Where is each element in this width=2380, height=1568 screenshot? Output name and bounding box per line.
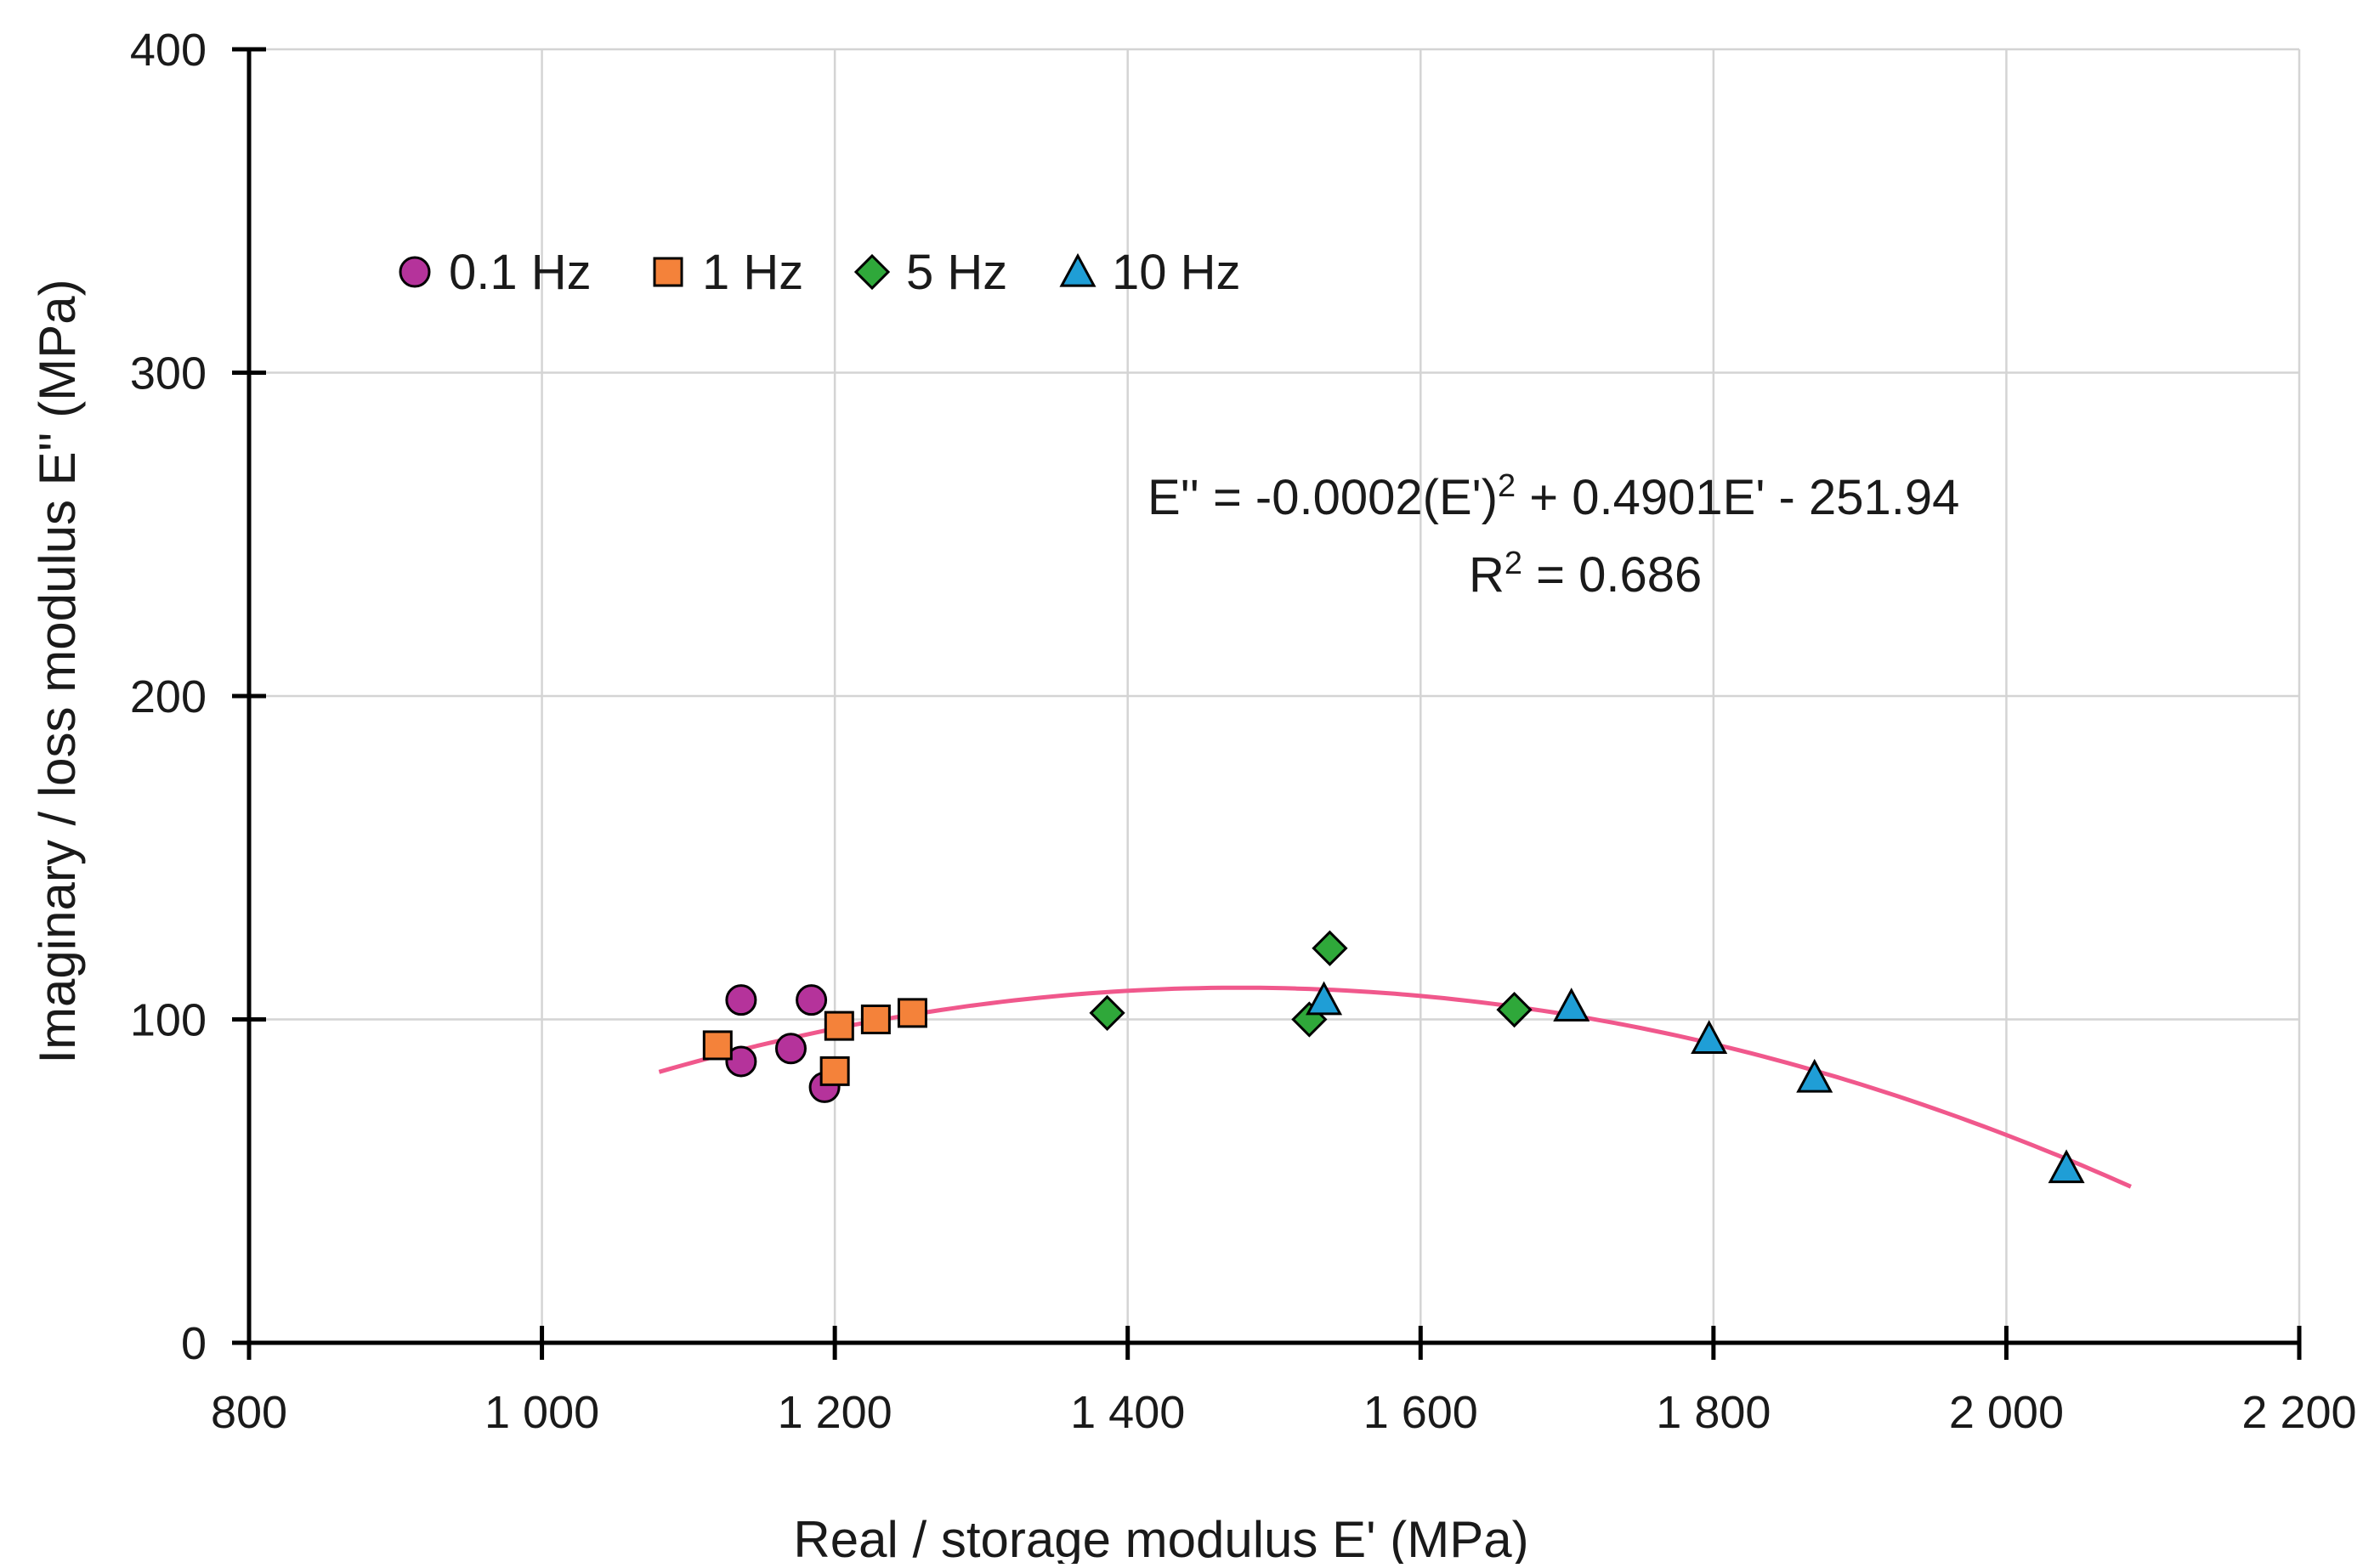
data-point-diamond [1496, 991, 1533, 1028]
data-point-diamond [1312, 930, 1348, 966]
x-tick-label: 1 200 [778, 1387, 892, 1438]
equation-suffix: + 0.4901E' - 251.94 [1516, 470, 1959, 525]
data-point-square [824, 1010, 854, 1041]
equation-exponent: 2 [1498, 468, 1516, 504]
x-tick-label: 1 000 [484, 1387, 599, 1438]
data-point-triangle [1306, 981, 1343, 1016]
y-tick-label: 0 [181, 1318, 207, 1369]
legend-marker-diamond [853, 253, 891, 291]
x-tick-label: 2 000 [1949, 1387, 2064, 1438]
legend: 0.1 Hz 1 Hz 5 Hz 10 Hz [399, 245, 1241, 300]
y-tick-label: 200 [130, 671, 207, 722]
r-squared-label: R2 = 0.686 [1469, 546, 1702, 603]
data-point-diamond [1089, 994, 1125, 1032]
legend-marker-triangle [1059, 252, 1096, 287]
y-tick-label: 300 [130, 348, 207, 399]
data-point-square [819, 1056, 850, 1086]
legend-item: 1 Hz [653, 245, 803, 300]
legend-label: 1 Hz [702, 245, 803, 300]
data-point-square [897, 998, 927, 1028]
trendline-equation: E'' = -0.0002(E')2 + 0.4901E' - 251.94 [1148, 468, 1959, 525]
data-point-circle [725, 1045, 757, 1078]
data-point-circle [725, 984, 757, 1016]
legend-item: 0.1 Hz [399, 245, 592, 300]
legend-item: 5 Hz [853, 245, 1007, 300]
x-tick-label: 1 800 [1656, 1387, 1771, 1438]
legend-label: 10 Hz [1112, 245, 1241, 300]
axes [232, 47, 2302, 1360]
data-point-circle [774, 1033, 807, 1065]
data-markers [702, 930, 2085, 1184]
y-axis-title: Imaginary / loss modulus E'' (MPa) [29, 279, 86, 1063]
data-point-triangle [1796, 1058, 1833, 1093]
r2-suffix: = 0.686 [1522, 547, 1702, 603]
x-tick-label: 800 [211, 1387, 287, 1438]
data-point-square [860, 1005, 891, 1034]
legend-item: 10 Hz [1059, 245, 1241, 300]
equation-prefix: E'' = -0.0002(E') [1148, 470, 1498, 525]
legend-label: 5 Hz [906, 245, 1007, 300]
legend-label: 0.1 Hz [449, 245, 592, 300]
legend-marker-square [653, 257, 683, 287]
data-point-triangle [2048, 1149, 2085, 1184]
data-point-square [702, 1030, 733, 1061]
y-tick-label: 400 [130, 25, 207, 76]
x-tick-label: 1 400 [1070, 1387, 1185, 1438]
data-point-triangle [1691, 1020, 1728, 1054]
x-tick-label: 2 200 [2241, 1387, 2356, 1438]
y-tick-label: 100 [130, 995, 207, 1046]
r2-prefix: R [1469, 547, 1504, 603]
r2-exponent: 2 [1504, 546, 1522, 581]
gridlines [249, 48, 2301, 1343]
x-tick-label: 1 600 [1363, 1387, 1478, 1438]
tick-labels: 800 1 000 1 200 1 400 1 600 1 800 2 000 2 200 0 1… [130, 25, 2357, 1438]
data-point-triangle [1553, 988, 1590, 1022]
x-axis-title: Real / storage modulus E' (MPa) [793, 1511, 1528, 1564]
data-point-circle [796, 984, 828, 1016]
legend-marker-circle [399, 256, 431, 288]
